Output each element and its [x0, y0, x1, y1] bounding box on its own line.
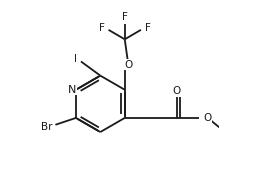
Text: O: O: [204, 113, 212, 123]
Text: N: N: [68, 85, 76, 95]
Text: F: F: [145, 23, 151, 33]
Text: F: F: [99, 23, 105, 33]
Text: O: O: [124, 59, 132, 70]
Text: Br: Br: [41, 122, 52, 132]
Text: I: I: [74, 54, 77, 64]
Text: O: O: [173, 86, 181, 96]
Text: F: F: [122, 12, 128, 22]
